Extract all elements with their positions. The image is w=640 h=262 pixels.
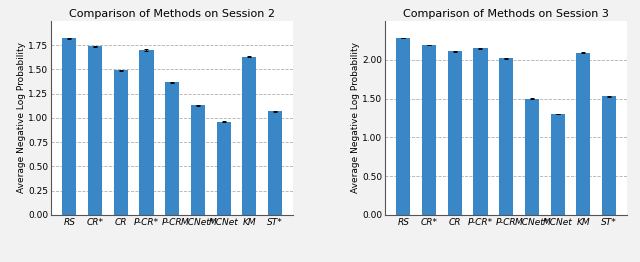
Bar xyxy=(191,105,205,215)
Bar xyxy=(62,39,76,215)
Bar xyxy=(243,57,257,215)
Title: Comparison of Methods on Session 3: Comparison of Methods on Session 3 xyxy=(403,9,609,19)
Bar xyxy=(88,46,102,215)
Bar xyxy=(396,38,410,215)
Bar xyxy=(499,58,513,215)
Title: Comparison of Methods on Session 2: Comparison of Methods on Session 2 xyxy=(69,9,275,19)
Bar xyxy=(165,82,179,215)
Bar xyxy=(550,114,564,215)
Bar xyxy=(447,51,462,215)
Y-axis label: Average Negative Log Probability: Average Negative Log Probability xyxy=(351,42,360,193)
Bar xyxy=(216,122,231,215)
Y-axis label: Average Negative Log Probability: Average Negative Log Probability xyxy=(17,42,26,193)
Bar xyxy=(268,111,282,215)
Bar xyxy=(576,53,591,215)
Bar xyxy=(474,48,488,215)
Bar xyxy=(114,70,128,215)
Bar xyxy=(602,96,616,215)
Bar xyxy=(525,99,539,215)
Bar xyxy=(140,50,154,215)
Bar xyxy=(422,45,436,215)
